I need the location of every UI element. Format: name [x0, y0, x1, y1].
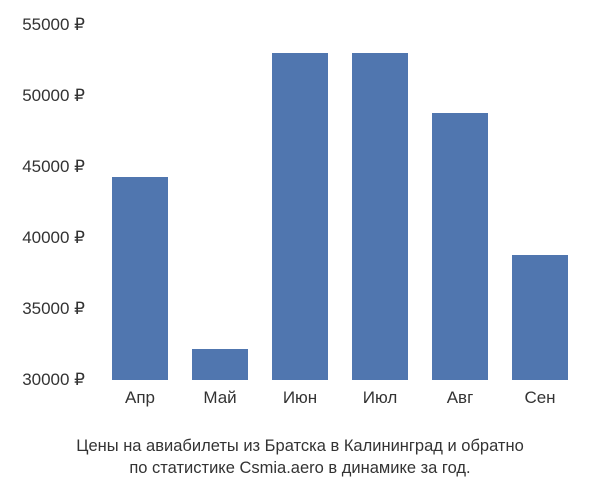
y-tick-label: 50000 ₽ [22, 86, 85, 106]
y-tick-label: 45000 ₽ [22, 157, 85, 177]
bar [112, 177, 168, 380]
bar [192, 349, 248, 380]
bars-group [100, 25, 580, 380]
y-tick-label: 30000 ₽ [22, 370, 85, 390]
bar [512, 255, 568, 380]
bar [272, 53, 328, 380]
x-tick-label: Июл [363, 388, 398, 408]
price-chart: 30000 ₽ 35000 ₽ 40000 ₽ 45000 ₽ 50000 ₽ 55000… [0, 10, 600, 430]
plot-area [100, 25, 580, 380]
y-axis: 30000 ₽35000 ₽40000 ₽45000 ₽50000 ₽55000… [0, 25, 95, 380]
x-tick-label: Май [203, 388, 236, 408]
x-tick-label: Апр [125, 388, 155, 408]
x-tick-label: Июн [283, 388, 317, 408]
x-tick-label: Авг [447, 388, 474, 408]
bar [352, 53, 408, 380]
y-tick-label: 55000 ₽ [22, 15, 85, 35]
chart-caption: Цены на авиабилеты из Братска в Калининг… [0, 435, 600, 480]
bar [432, 113, 488, 380]
x-tick-label: Сен [524, 388, 555, 408]
caption-line-1: Цены на авиабилеты из Братска в Калининг… [76, 437, 524, 455]
y-tick-label: 35000 ₽ [22, 299, 85, 319]
y-tick-label: 40000 ₽ [22, 228, 85, 248]
caption-line-2: по статистике Csmia.aero в динамике за г… [129, 459, 470, 477]
x-axis: Апр Май Июн Июл Авг Сен [100, 388, 580, 418]
